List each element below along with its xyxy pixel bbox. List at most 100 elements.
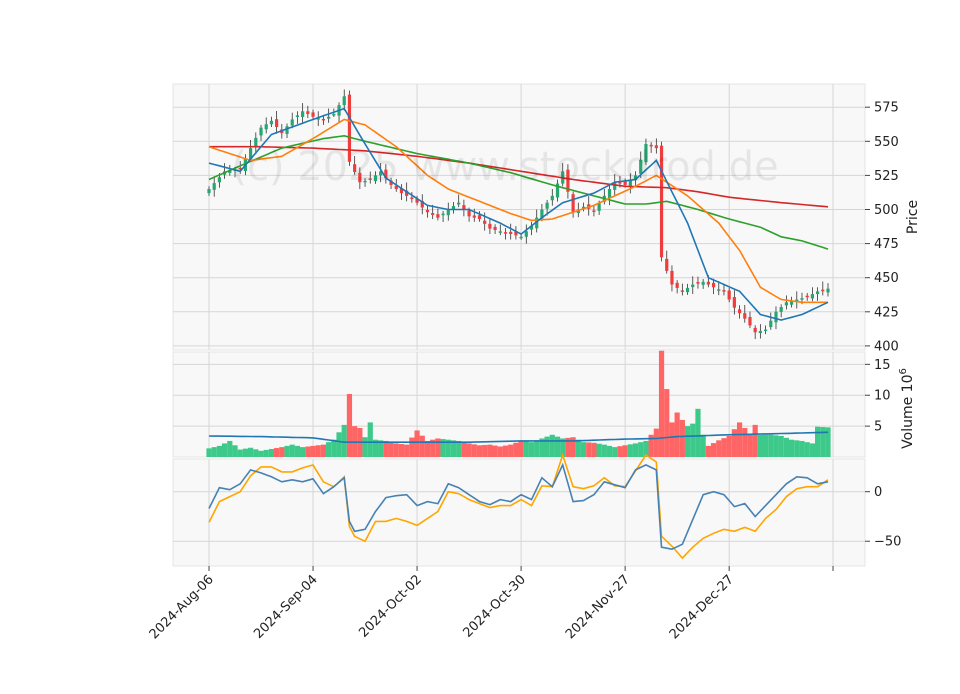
volume-bar <box>440 439 446 457</box>
volume-bar <box>372 439 379 457</box>
candle-body <box>264 124 268 130</box>
candle-body <box>763 329 768 332</box>
oscillator-panel: −50 0 <box>172 452 901 567</box>
candle-body <box>566 169 570 192</box>
y-tick-label: 400 <box>874 339 899 354</box>
volume-bar <box>752 424 758 457</box>
volume-bar <box>445 439 451 457</box>
oscillator-panel-background <box>172 458 866 567</box>
candle-body <box>472 215 476 218</box>
candle-body <box>306 111 310 115</box>
candle-body <box>613 182 617 190</box>
volume-bar <box>643 440 649 457</box>
candle-body <box>483 220 487 224</box>
candle-body <box>327 116 331 119</box>
volume-bar <box>757 434 763 457</box>
y-tick-label: 500 <box>874 203 899 218</box>
candle-body <box>748 316 752 326</box>
candle-body <box>535 217 539 229</box>
volume-bar <box>783 437 789 457</box>
volume-bar <box>710 443 717 457</box>
candle-body <box>581 206 586 209</box>
volume-bar <box>684 426 691 457</box>
volume-axis-label-exponent: 6 <box>898 368 909 374</box>
candle-body <box>815 291 820 295</box>
volume-bar <box>378 440 384 457</box>
volume-bar <box>284 445 290 457</box>
candle-body <box>431 213 435 215</box>
x-tick-label: 2024-Sep-04 <box>251 572 321 642</box>
candle-body <box>301 111 305 118</box>
candle-body <box>477 215 482 220</box>
candle-body <box>425 209 430 213</box>
volume-bar <box>679 419 685 457</box>
volume-bar <box>544 436 550 457</box>
oscillator-line-a <box>208 462 829 551</box>
volume-bar <box>216 445 223 457</box>
volume-bar <box>502 445 509 457</box>
candle-body <box>467 210 471 217</box>
volume-bar <box>305 446 311 457</box>
candle-body <box>217 177 222 183</box>
candle-body <box>238 167 242 170</box>
candle-body <box>269 120 274 125</box>
candle-body <box>722 290 726 292</box>
candle-body <box>514 231 518 236</box>
candle-body <box>462 205 466 210</box>
candle-body <box>623 181 627 185</box>
volume-bar <box>648 434 654 457</box>
volume-bar <box>237 449 243 457</box>
sma-long-line <box>208 134 829 250</box>
candle-body <box>717 289 721 291</box>
volume-bar <box>700 434 706 457</box>
candle-body <box>212 183 216 190</box>
volume-bar <box>549 434 555 457</box>
volume-bar <box>653 428 659 457</box>
volume-panel: 5 10 15 Volume 106 <box>172 350 916 458</box>
candle-body <box>347 94 352 162</box>
candle-body <box>779 307 783 312</box>
volume-bar <box>622 445 628 457</box>
candle-body <box>696 282 700 284</box>
candle-body <box>316 118 320 120</box>
y-tick-label: 450 <box>874 271 899 286</box>
candle-body <box>321 118 326 121</box>
candle-body <box>290 119 294 126</box>
volume-bar <box>398 444 405 457</box>
volume-bar <box>658 350 665 457</box>
candle-body <box>706 281 710 285</box>
y-tick-label: 425 <box>874 305 899 320</box>
y-tick-label: 525 <box>874 169 899 184</box>
volume-bar <box>482 444 488 457</box>
candle-body <box>701 281 705 285</box>
candle-body <box>436 214 440 218</box>
candle-body <box>607 189 612 199</box>
volume-bar <box>430 439 436 457</box>
volume-bar <box>211 447 217 457</box>
volume-bar <box>705 445 711 457</box>
candle-body <box>675 282 679 288</box>
y-tick-label: 10 <box>874 389 891 404</box>
candle-body <box>592 210 596 212</box>
volume-bar <box>638 442 644 457</box>
candle-body <box>810 294 814 299</box>
volume-bar <box>320 444 327 457</box>
candle-body <box>753 327 757 333</box>
candle-body <box>774 311 778 323</box>
candle-body <box>295 115 300 118</box>
candle-body <box>420 201 424 208</box>
candle-body <box>784 302 788 306</box>
volume-bar <box>409 437 415 457</box>
candle-body <box>363 180 367 183</box>
volume-bar <box>419 435 425 457</box>
candle-body <box>691 284 695 288</box>
volume-bar <box>331 439 337 457</box>
x-tick-label: 2024-Oct-02 <box>356 572 424 640</box>
candle-body <box>285 126 289 134</box>
candle-body <box>509 231 513 235</box>
candle-body <box>685 287 690 293</box>
y-tick-label: −50 <box>874 535 901 550</box>
candle-body <box>457 202 461 205</box>
volume-bar <box>731 429 737 457</box>
